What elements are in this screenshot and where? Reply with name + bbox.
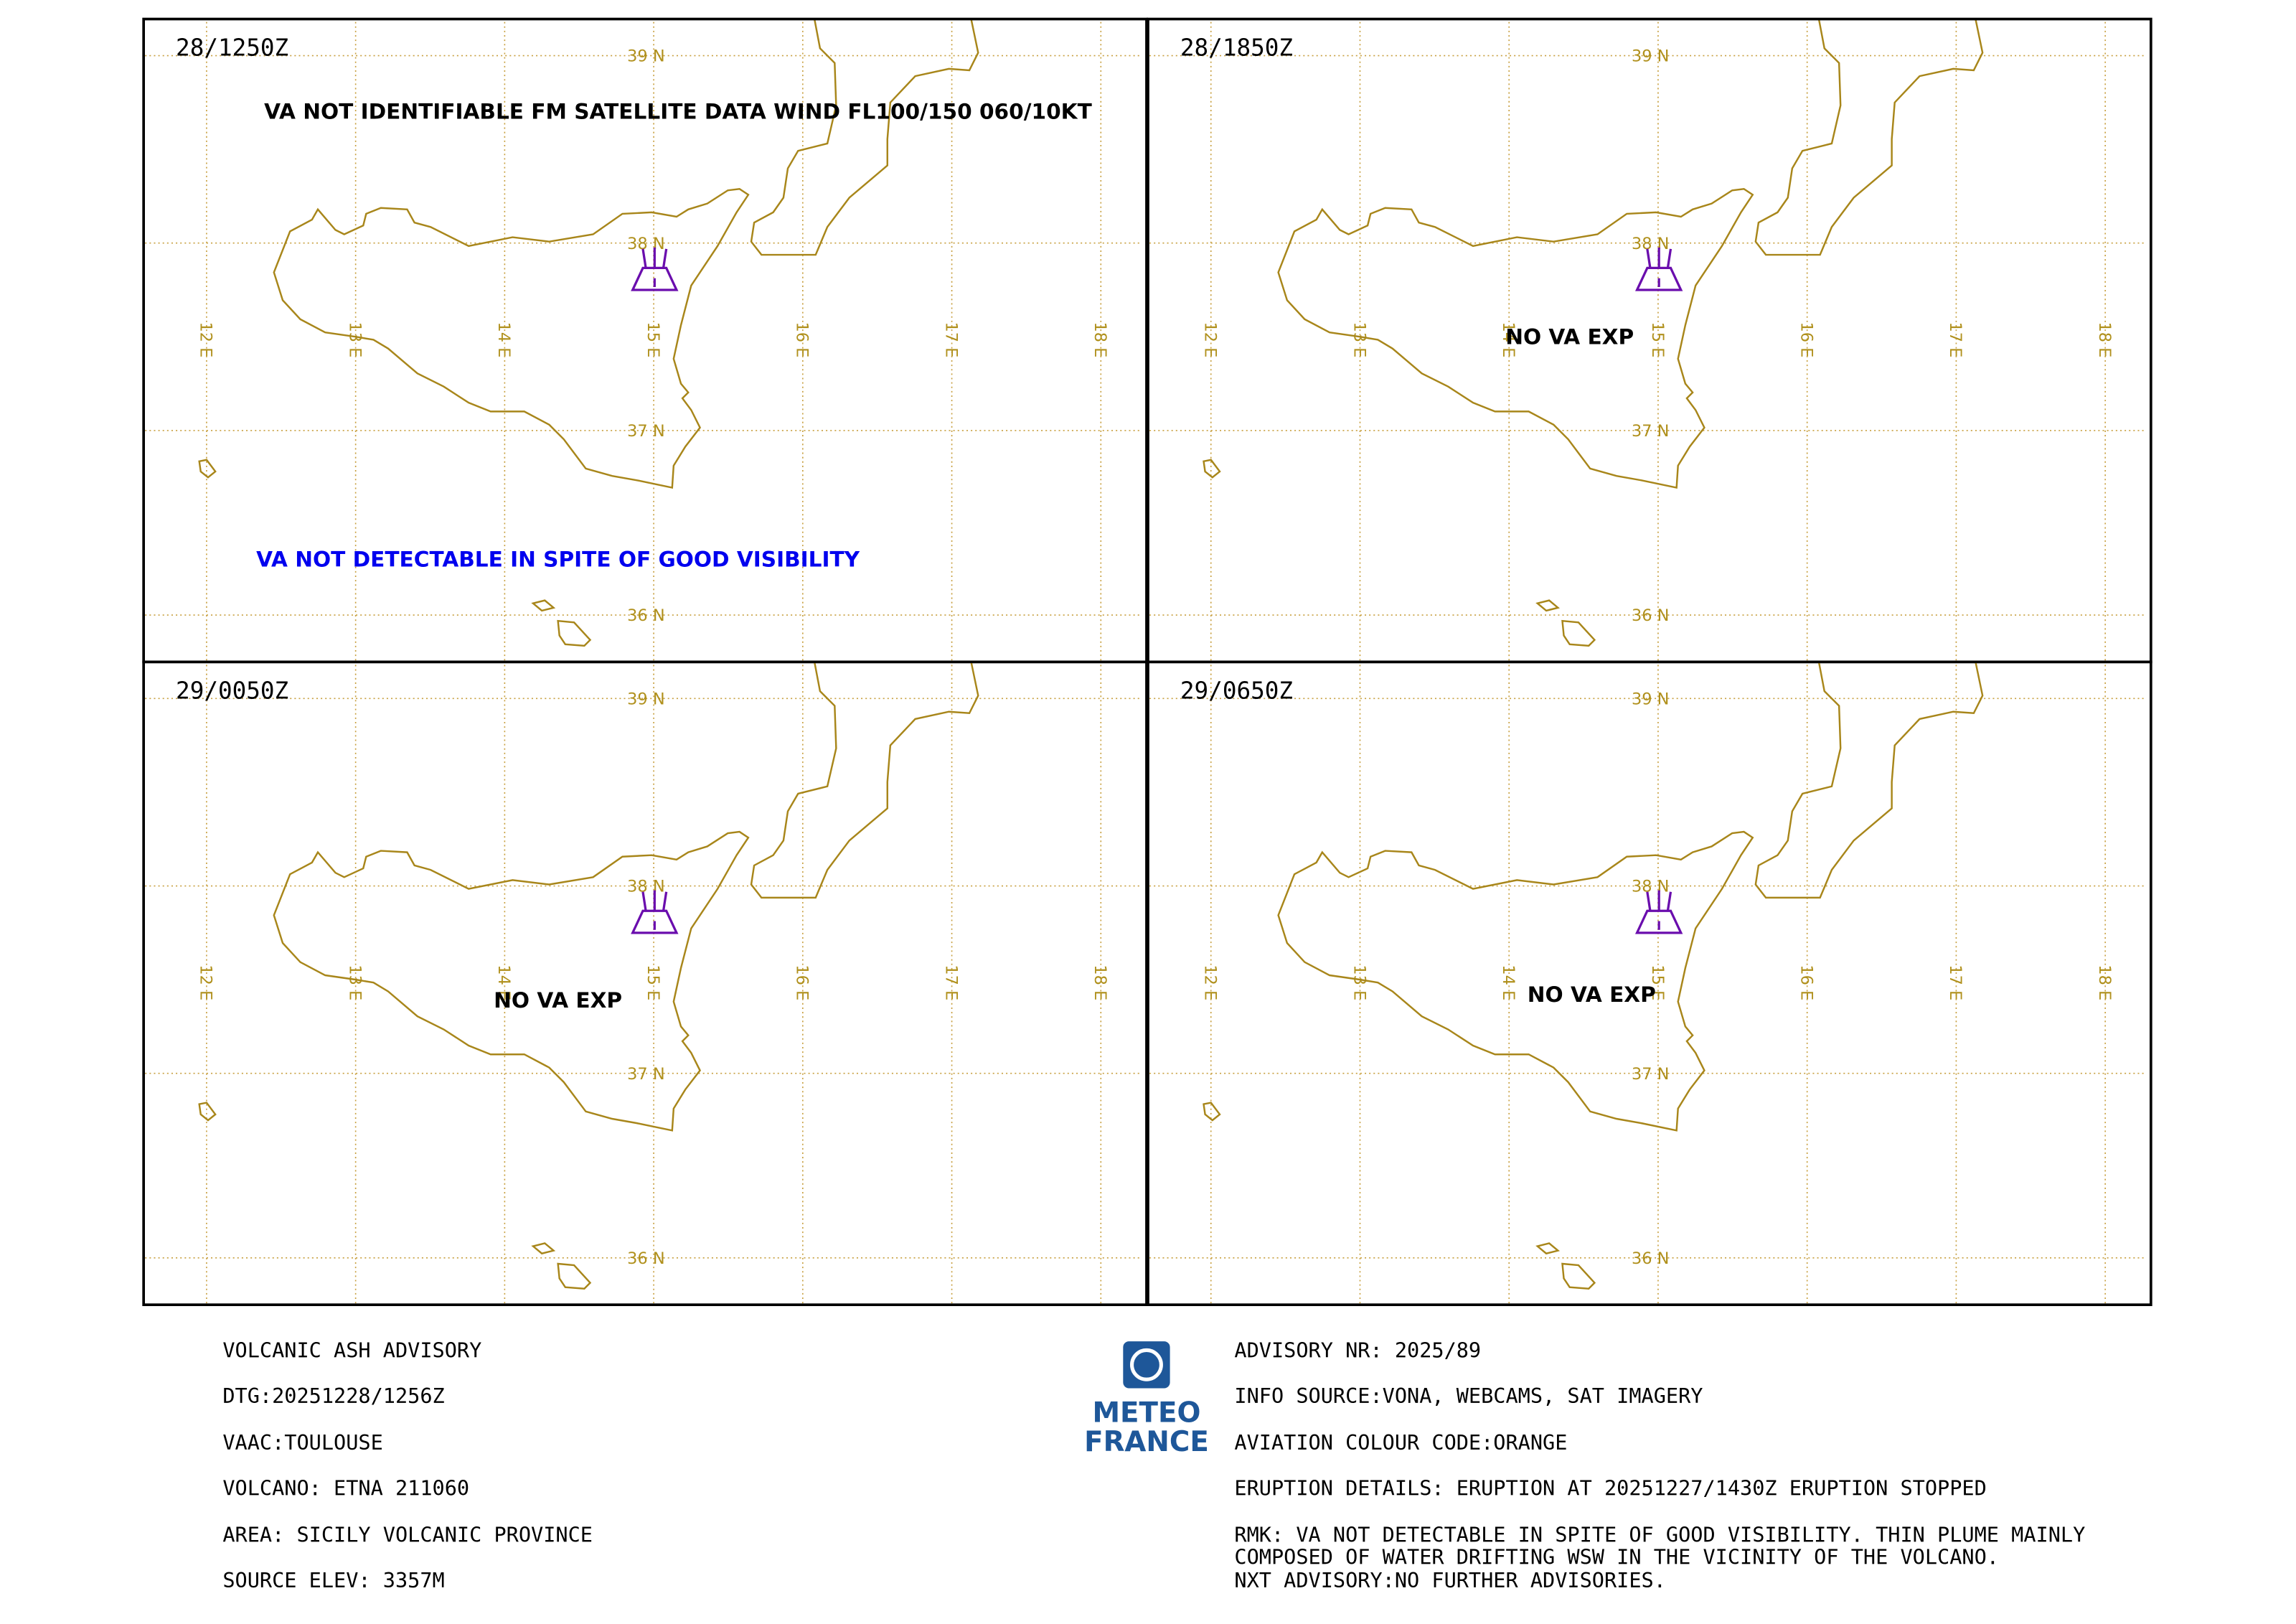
advisory-field: AREA: SICILY VOLCANIC PROVINCE: [222, 1523, 593, 1547]
lat-label: 38 N: [1632, 878, 1669, 896]
lon-label: 13 E: [345, 964, 364, 1000]
lon-label: 14 E: [1499, 964, 1518, 1000]
map-panel: 12 E 13 E 14 E 15 E 16 E 17 E 18 E 39 N 38 N 37 N…: [142, 17, 1148, 664]
lat-label: 37 N: [627, 422, 664, 441]
panel-time: 28/1850Z: [1180, 34, 1293, 62]
lon-label: 15 E: [644, 321, 662, 357]
lat-label: 38 N: [1632, 235, 1669, 253]
lat-label: 36 N: [627, 606, 664, 625]
logo-text: FRANCE: [1084, 1426, 1209, 1458]
map-content: 12 E 13 E 14 E 15 E 16 E 17 E 18 E 39 N 38 N 37 N…: [144, 662, 1142, 1305]
panel-time: 28/1250Z: [176, 34, 288, 62]
logo-mark: [1123, 1341, 1170, 1389]
map-layer: 12 E 13 E 14 E 15 E 16 E 17 E 18 E 39 N 38 N 37 N…: [144, 662, 1142, 1305]
lon-label: 18 E: [2095, 321, 2114, 357]
advisory-field: COMPOSED OF WATER DRIFTING WSW IN THE VI…: [1234, 1544, 1999, 1569]
lat-label: 39 N: [627, 690, 664, 709]
lon-label: 15 E: [644, 964, 662, 1000]
lon-label: 15 E: [1648, 964, 1667, 1000]
advisory-field: DTG:20251228/1256Z: [222, 1384, 444, 1408]
map-panel: 12 E 13 E 14 E 15 E 16 E 17 E 18 E 39 N 38 N 37 N…: [1147, 660, 2152, 1306]
map-panel: 12 E 13 E 14 E 15 E 16 E 17 E 18 E 39 N 38 N 37 N…: [142, 660, 1148, 1306]
advisory-field: NXT ADVISORY:NO FURTHER ADVISORIES.: [1234, 1568, 1666, 1592]
advisory-field: AVIATION COLOUR CODE:ORANGE: [1234, 1430, 1567, 1455]
lon-label: 14 E: [1499, 321, 1518, 357]
advisory-field: INFO SOURCE:VONA, WEBCAMS, SAT IMAGERY: [1234, 1384, 1703, 1408]
lon-label: 16 E: [1797, 321, 1816, 357]
lat-label: 39 N: [1632, 47, 1669, 66]
lat-label: 36 N: [1632, 606, 1669, 625]
advisory-field: SOURCE ELEV: 3357M: [222, 1568, 444, 1592]
advisory-field: ADVISORY NR: 2025/89: [1234, 1338, 1481, 1363]
lon-label: 13 E: [1350, 321, 1368, 357]
advisory-field: VOLCANIC ASH ADVISORY: [222, 1338, 481, 1363]
lon-label: 12 E: [1201, 321, 1220, 357]
coastline: [198, 662, 979, 1290]
lat-label: 36 N: [1632, 1249, 1669, 1268]
lon-label: 12 E: [197, 964, 215, 1000]
annotation: NO VA EXP: [1528, 982, 1656, 1007]
lon-label: 16 E: [793, 964, 811, 1000]
lat-label: 39 N: [1632, 690, 1669, 709]
advisory-field: ERUPTION DETAILS: ERUPTION AT 20251227/1…: [1234, 1475, 1986, 1500]
map-layer: 12 E 13 E 14 E 15 E 16 E 17 E 18 E 39 N 38 N 37 N…: [1147, 19, 2147, 662]
lon-label: 16 E: [1797, 964, 1816, 1000]
annotation: NO VA EXP: [494, 988, 622, 1013]
lat-label: 39 N: [627, 47, 664, 66]
advisory-field: RMK: VA NOT DETECTABLE IN SPITE OF GOOD …: [1234, 1523, 2085, 1547]
lat-label: 37 N: [1632, 422, 1669, 441]
lon-label: 14 E: [494, 964, 513, 1000]
lon-label: 17 E: [1946, 321, 1965, 357]
lon-label: 13 E: [1350, 964, 1368, 1000]
footer: METEO FRANCE VOLCANIC ASH ADVISORY DTG:20…: [222, 1338, 2085, 1592]
lon-label: 13 E: [345, 321, 364, 357]
lon-label: 17 E: [1946, 964, 1965, 1000]
lon-label: 12 E: [197, 321, 215, 357]
logo-text: METEO: [1092, 1397, 1200, 1429]
lat-label: 38 N: [627, 235, 664, 253]
lon-label: 12 E: [1201, 964, 1220, 1000]
annotation: VA NOT IDENTIFIABLE FM SATELLITE DATA WI…: [264, 99, 1092, 123]
lat-label: 37 N: [1632, 1065, 1669, 1084]
lon-label: 17 E: [941, 321, 960, 357]
map-layer: 12 E 13 E 14 E 15 E 16 E 17 E 18 E 39 N 38 N 37 N…: [1147, 662, 2147, 1305]
lon-label: 18 E: [2095, 964, 2114, 1000]
lat-label: 36 N: [627, 1249, 664, 1268]
lon-label: 18 E: [1091, 321, 1109, 357]
map-content: 12 E 13 E 14 E 15 E 16 E 17 E 18 E 39 N 38 N 37 N…: [1147, 662, 2147, 1305]
panel-frame: [142, 660, 1148, 1306]
annotation: VA NOT DETECTABLE IN SPITE OF GOOD VISIB…: [256, 548, 860, 572]
annotation: NO VA EXP: [1505, 325, 1634, 349]
map-content: 12 E 13 E 14 E 15 E 16 E 17 E 18 E 39 N 38 N 37 N…: [144, 19, 1142, 662]
lon-label: 17 E: [941, 964, 960, 1000]
lon-label: 14 E: [494, 321, 513, 357]
map-content: 12 E 13 E 14 E 15 E 16 E 17 E 18 E 39 N 38 N 37 N…: [1147, 19, 2147, 662]
lat-label: 38 N: [627, 878, 664, 896]
panel-time: 29/0650Z: [1180, 677, 1293, 704]
map-layer: 12 E 13 E 14 E 15 E 16 E 17 E 18 E 39 N 38 N 37 N…: [144, 19, 1142, 662]
advisory-field: VOLCANO: ETNA 211060: [222, 1475, 469, 1500]
map-panel: 12 E 13 E 14 E 15 E 16 E 17 E 18 E 39 N 38 N 37 N…: [1147, 17, 2152, 664]
lat-label: 37 N: [627, 1065, 664, 1084]
panels: 12 E 13 E 14 E 15 E 16 E 17 E 18 E 39 N 38 N 37 N…: [142, 17, 2152, 1306]
lon-label: 16 E: [793, 321, 811, 357]
coastline: [1202, 662, 1984, 1290]
panel-time: 29/0050Z: [176, 677, 288, 704]
logo-icon: [1130, 1348, 1163, 1381]
lon-label: 18 E: [1091, 964, 1109, 1000]
panel-frame: [1147, 660, 2152, 1306]
advisory-field: VAAC:TOULOUSE: [222, 1430, 382, 1455]
lon-label: 15 E: [1648, 321, 1667, 357]
